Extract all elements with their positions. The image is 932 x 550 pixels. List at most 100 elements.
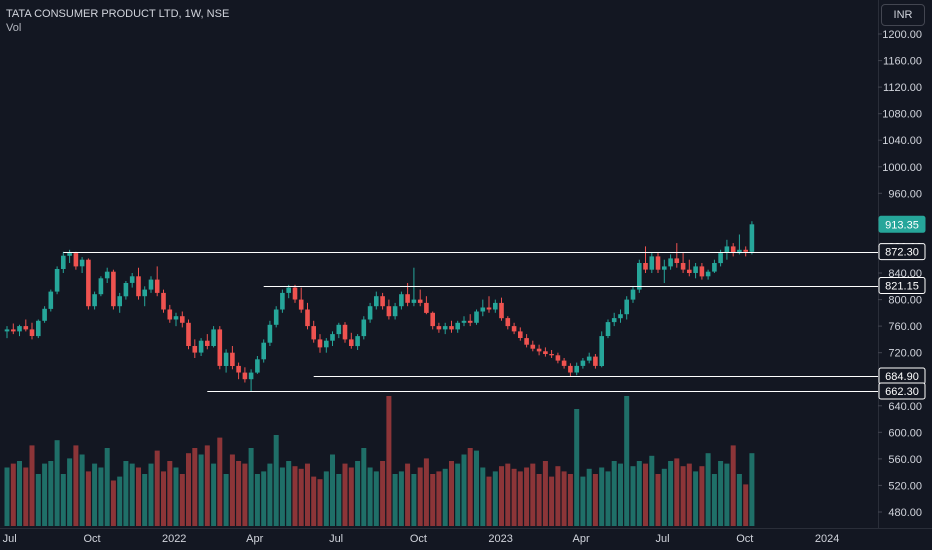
volume-bar: [242, 463, 248, 526]
volume-bar: [330, 454, 335, 526]
time-axis[interactable]: Jul Oct 2022 Apr Jul Oct 2023 Apr Jul Oct 2024: [3, 533, 840, 545]
volume-bar: [204, 445, 210, 526]
volume-bar: [386, 396, 392, 526]
volume-bars: [4, 396, 755, 526]
level-price-tag: 821.15: [878, 277, 926, 294]
candle: [624, 296, 629, 320]
volume-bar: [592, 474, 598, 526]
symbol-title[interactable]: TATA CONSUMER PRODUCT LTD, 1W, NSE: [6, 8, 230, 20]
candle: [392, 302, 398, 320]
volume-bar: [599, 467, 605, 526]
candle: [242, 367, 248, 383]
volume-bar: [705, 453, 711, 526]
candle-body: [649, 256, 655, 270]
volume-bar: [104, 448, 110, 526]
candle-body: [361, 319, 367, 337]
candle-body: [336, 324, 342, 335]
candle-body: [205, 340, 210, 346]
volume-bar: [117, 476, 123, 526]
volume-bar: [355, 461, 361, 526]
candle: [637, 259, 642, 293]
candle-body: [11, 329, 16, 332]
candle: [605, 319, 611, 339]
candle-body: [61, 255, 66, 269]
volume-bar: [348, 467, 354, 526]
candle: [674, 243, 680, 268]
tag-label: 684.90: [885, 371, 919, 383]
candle-body: [730, 246, 736, 253]
time-tick-label: Jul: [655, 533, 669, 545]
volume-bar: [480, 467, 486, 526]
candle: [198, 338, 204, 356]
volume-bar: [524, 467, 530, 526]
volume-bar: [624, 396, 630, 526]
volume-bar: [505, 463, 511, 526]
price-tick-label: 760.00: [888, 321, 922, 333]
time-tick-label: Oct: [736, 533, 753, 545]
volume-bar: [311, 476, 317, 526]
candle-body: [668, 258, 673, 267]
candle-body: [555, 355, 561, 361]
volume-bar: [179, 474, 185, 526]
time-tick-label: Apr: [573, 533, 590, 545]
candle-body: [217, 329, 223, 366]
volume-label[interactable]: Vol: [6, 22, 22, 34]
candle: [17, 324, 22, 337]
candle-body: [54, 269, 60, 292]
candle: [248, 369, 254, 392]
candle: [73, 251, 79, 270]
volume-bar: [511, 468, 517, 526]
candle-body: [98, 278, 104, 295]
candle-body: [461, 320, 467, 323]
candle: [705, 269, 711, 280]
price-tick-label: 1000.00: [882, 162, 922, 174]
volume-bar: [54, 440, 60, 526]
currency-button[interactable]: INR: [881, 4, 925, 26]
candle: [180, 311, 185, 328]
candle: [104, 267, 110, 283]
candle-body: [355, 336, 360, 347]
candle-body: [380, 296, 385, 307]
candle-body: [662, 266, 667, 270]
candle: [549, 350, 554, 358]
price-tick-label: 600.00: [888, 427, 922, 439]
tag-label: 913.35: [885, 219, 919, 231]
volume-bar: [10, 463, 16, 526]
volume-bar: [98, 467, 104, 526]
candle-body: [580, 360, 586, 366]
candle-body: [261, 342, 266, 360]
horizontal-levels[interactable]: [63, 252, 878, 392]
candle: [643, 246, 648, 273]
candle-body: [192, 346, 198, 353]
volume-bar: [254, 474, 260, 526]
tag-label: 872.30: [885, 247, 919, 259]
candle-body: [267, 324, 273, 343]
volume-bar: [474, 450, 479, 526]
candle-body: [712, 263, 717, 272]
candle: [311, 320, 316, 343]
candle-body: [392, 306, 398, 317]
price-axis[interactable]: 1200.00 1160.00 1120.00 1080.00 1040.00 1000.…: [878, 29, 922, 519]
candle: [430, 311, 435, 330]
candle: [336, 322, 342, 339]
candle: [505, 316, 511, 330]
candle: [724, 239, 730, 260]
candle: [712, 259, 717, 273]
price-tick-label: 800.00: [888, 295, 922, 307]
candle: [167, 304, 173, 323]
candle-body: [486, 307, 492, 310]
volume-bar: [649, 455, 655, 526]
time-tick-label: 2024: [815, 533, 839, 545]
volume-bar: [423, 458, 429, 526]
candle-body: [530, 344, 536, 349]
volume-bar: [236, 461, 242, 526]
candle-body: [743, 249, 748, 252]
volume-bar: [48, 461, 54, 526]
candle: [499, 297, 504, 321]
candle: [374, 291, 379, 310]
time-tick-label: 2022: [162, 533, 186, 545]
tag-box: [878, 382, 926, 400]
candle-body: [67, 253, 72, 256]
volume-bar: [229, 454, 235, 526]
